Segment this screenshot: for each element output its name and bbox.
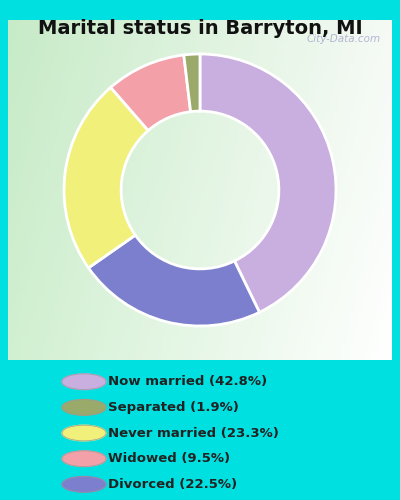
Text: Separated (1.9%): Separated (1.9%) xyxy=(108,401,239,414)
Wedge shape xyxy=(184,54,200,112)
Text: Now married (42.8%): Now married (42.8%) xyxy=(108,375,267,388)
Circle shape xyxy=(62,400,106,415)
Circle shape xyxy=(62,425,106,441)
Text: City-Data.com: City-Data.com xyxy=(306,34,380,43)
Text: Divorced (22.5%): Divorced (22.5%) xyxy=(108,478,237,491)
Text: Widowed (9.5%): Widowed (9.5%) xyxy=(108,452,230,465)
Circle shape xyxy=(62,451,106,466)
Circle shape xyxy=(62,374,106,390)
Wedge shape xyxy=(111,55,191,130)
Text: Marital status in Barryton, MI: Marital status in Barryton, MI xyxy=(38,19,362,38)
Wedge shape xyxy=(88,235,260,326)
Text: Never married (23.3%): Never married (23.3%) xyxy=(108,426,279,440)
Circle shape xyxy=(62,476,106,492)
Wedge shape xyxy=(200,54,336,312)
Wedge shape xyxy=(64,88,148,268)
